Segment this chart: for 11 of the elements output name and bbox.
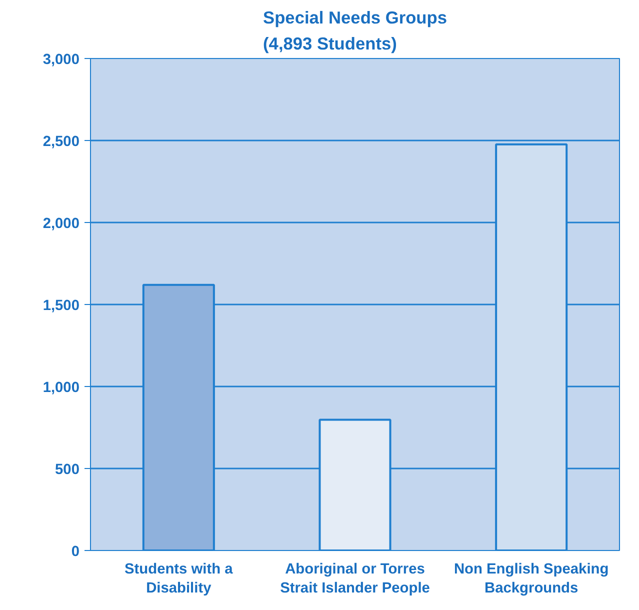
y-tick-label: 3,000 — [42, 52, 80, 68]
y-tick-label: 2,500 — [42, 134, 80, 150]
y-tick-label: 1,000 — [42, 380, 80, 396]
y-tick-label: 0 — [71, 544, 80, 560]
y-tick-label: 500 — [55, 462, 80, 478]
x-tick-label: Students with a Disability — [124, 562, 234, 597]
y-tick-label: 1,500 — [42, 298, 80, 314]
chart-title: Special Needs Groups (4,893 Students) — [263, 8, 447, 54]
y-tick-label: 2,000 — [42, 216, 80, 232]
x-tick-label: Non English Speaking Backgrounds — [454, 562, 609, 597]
x-tick-label: Aboriginal or Torres Strait Islander People — [280, 562, 430, 597]
